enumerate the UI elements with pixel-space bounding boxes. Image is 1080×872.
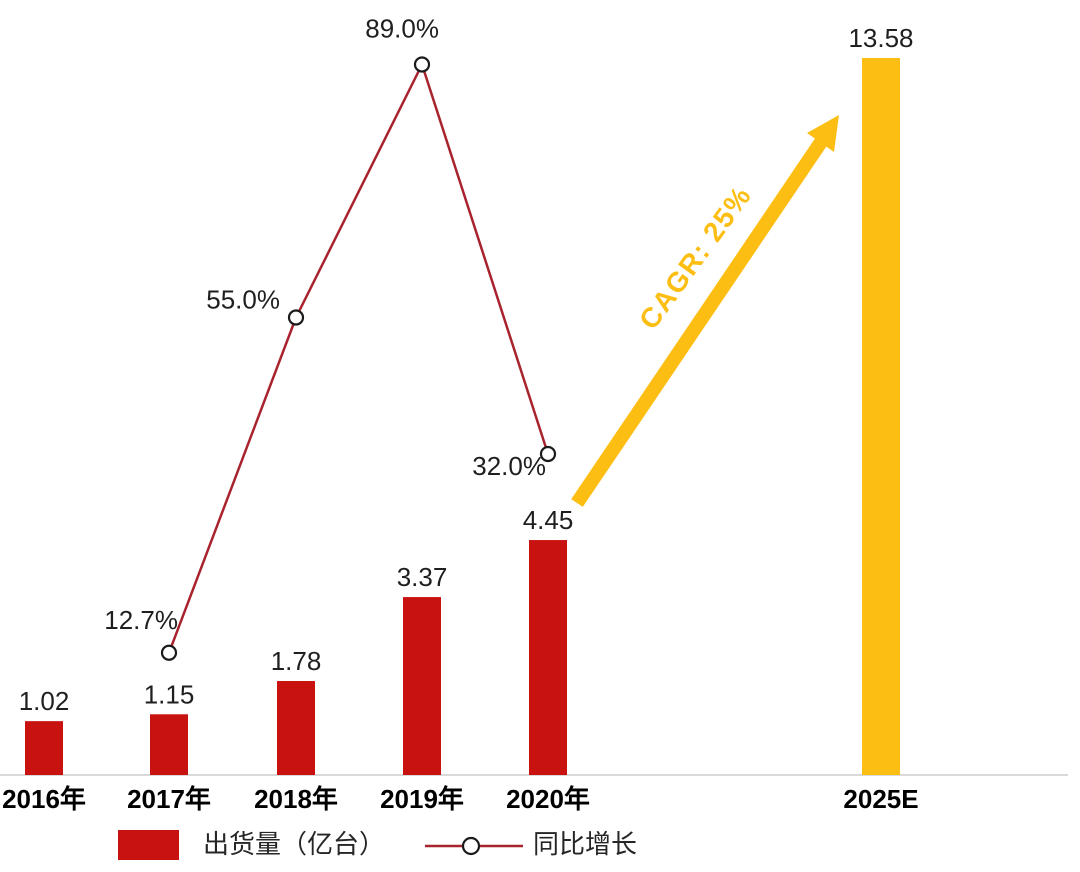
x-axis-label-2019年: 2019年 [380,784,464,814]
cagr-arrow-head-icon [807,115,839,152]
legend-label-growth: 同比增长 [533,829,637,859]
bar-value-label-2025E: 13.58 [848,23,913,53]
bar-2025E [862,58,900,775]
legend-bar-swatch [118,830,179,860]
bar-value-label-2019年: 3.37 [397,562,448,592]
growth-marker-2019年 [413,56,431,73]
growth-marker-2020年 [539,445,557,463]
x-axis-label-2018年: 2018年 [254,784,338,814]
bar-value-label-2016年: 1.02 [19,686,70,716]
bar-2019年 [403,597,441,775]
x-axis-label-2016年: 2016年 [2,784,86,814]
bar-value-label-2020年: 4.45 [523,505,574,535]
bar-value-label-2017年: 1.15 [144,679,195,709]
growth-value-label-2020年: 32.0% [472,451,546,481]
legend-circle-marker-icon [461,836,481,856]
bar-2020年 [529,540,567,775]
growth-marker-2017年 [160,644,178,661]
growth-marker-2018年 [287,309,305,326]
x-axis-label-2020年: 2020年 [506,784,590,814]
growth-value-label-2018年: 55.0% [206,285,280,315]
growth-value-label-2019年: 89.0% [365,14,439,44]
x-axis-label-2025E: 2025E [843,784,918,814]
legend-label-shipments: 出货量（亿台） [203,829,385,859]
cagr-arrow-shaft [571,138,827,507]
growth-line [167,61,550,654]
growth-value-label-2017年: 12.7% [104,605,178,635]
bar-value-label-2018年: 1.78 [271,646,322,676]
x-axis-label-2017年: 2017年 [127,784,211,814]
bar-2016年 [25,721,63,775]
bar-2017年 [150,714,188,775]
bar-2018年 [277,681,315,775]
